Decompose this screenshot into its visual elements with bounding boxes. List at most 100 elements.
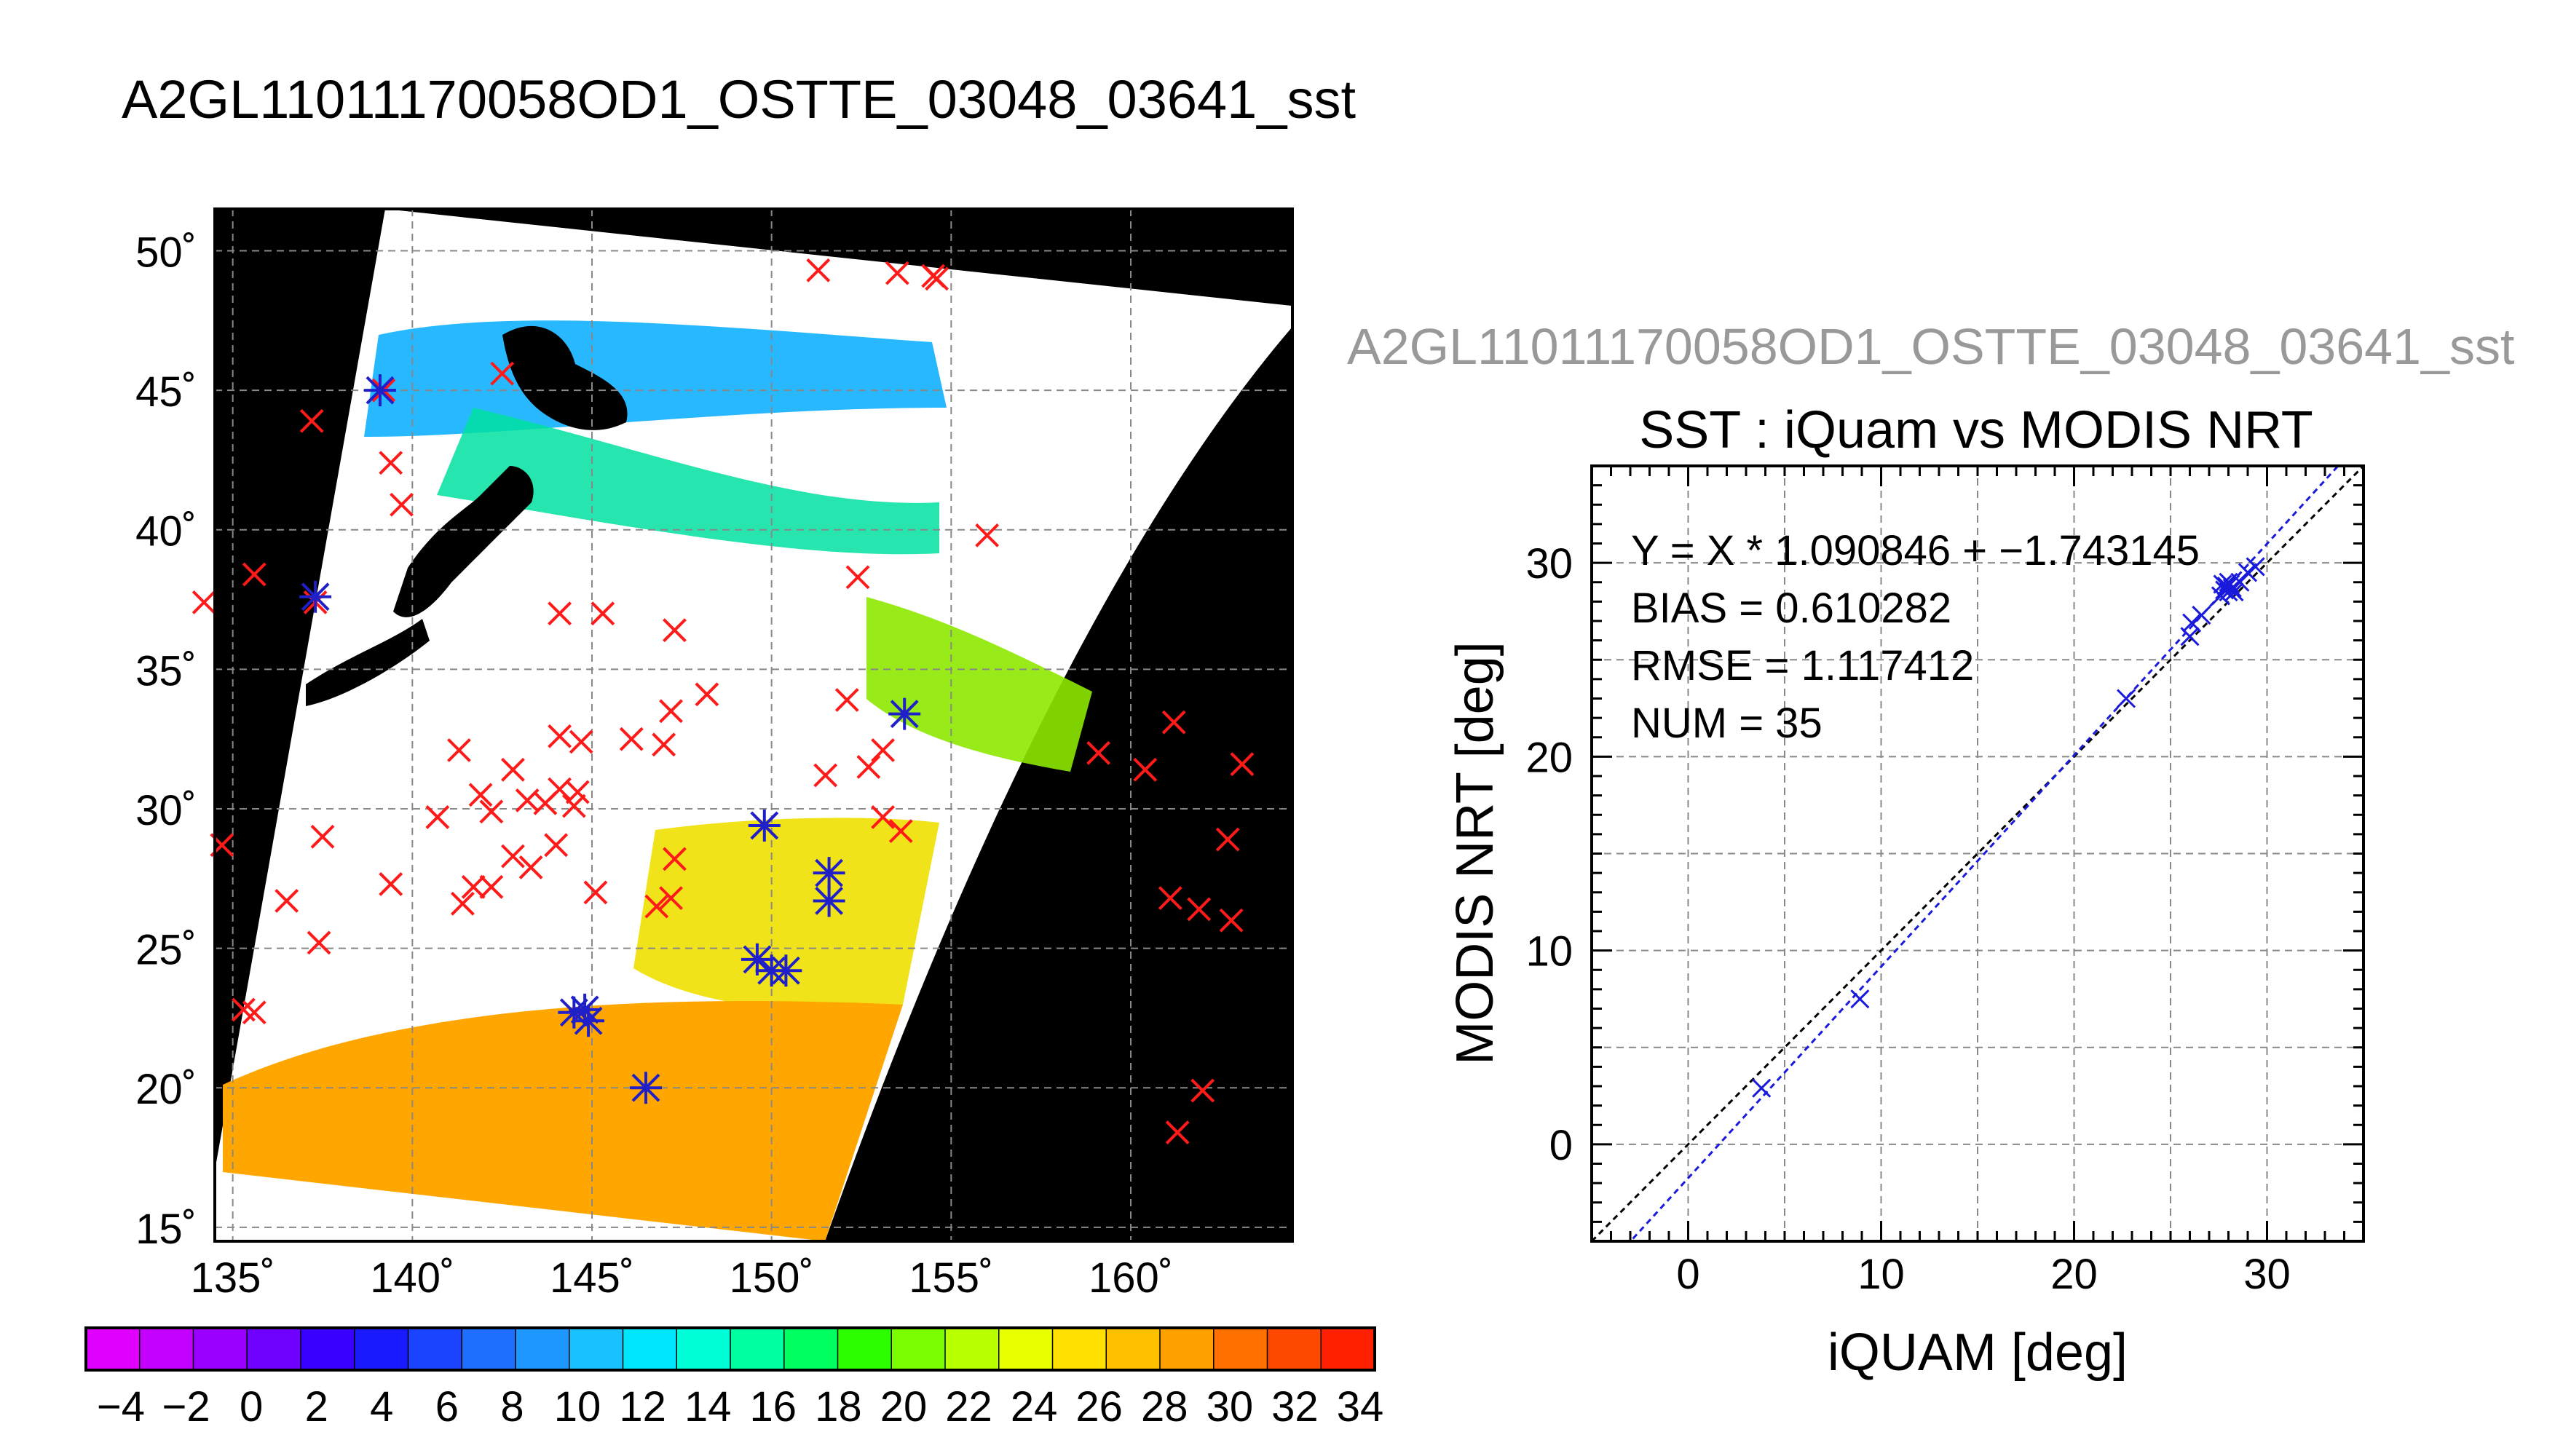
match-marker-red (479, 799, 504, 824)
colorbar-cell (569, 1327, 624, 1371)
x-tick-label: 10 (1857, 1251, 1905, 1298)
match-marker-red (583, 880, 608, 905)
num-stat: NUM = 35 (1631, 700, 1823, 747)
match-marker-blue (888, 697, 921, 730)
match-marker-blue (569, 993, 601, 1026)
colorbar-cell (407, 1327, 463, 1371)
scatter-panel-title: A2GL11011170058OD1_OSTTE_03048_03641_sst (1347, 318, 2514, 375)
colorbar-label: 32 (1271, 1383, 1319, 1431)
sst-band-tropical (223, 1000, 903, 1241)
colorbar-label: −2 (162, 1383, 210, 1431)
map-frame (213, 207, 1294, 1243)
y-tick-label: 10 (1525, 928, 1573, 976)
latitude-label: 50˚ (135, 229, 197, 276)
x-axis-label: iQUAM [deg] (1828, 1324, 2128, 1382)
colorbar-cell (461, 1327, 517, 1371)
match-marker-red (1190, 1078, 1215, 1103)
match-marker-red (447, 738, 471, 762)
scatter-point (2246, 557, 2265, 577)
colorbar-cell (891, 1327, 947, 1371)
latitude-label: 35˚ (135, 647, 197, 695)
match-marker-red (1086, 740, 1111, 765)
y-tick-label: 30 (1525, 540, 1573, 587)
colorbar-cell (515, 1327, 570, 1371)
match-marker-red (871, 805, 896, 829)
colorbar-cell (1159, 1327, 1215, 1371)
match-marker-red (806, 258, 831, 282)
colorbar-label: 16 (750, 1383, 797, 1431)
x-tick-label: 0 (1676, 1251, 1699, 1298)
match-marker-red (1133, 757, 1158, 782)
main-title: A2GL11011170058OD1_OSTTE_03048_03641_sst (122, 69, 1356, 130)
match-marker-red (888, 819, 913, 844)
colorbar-label: 20 (880, 1383, 928, 1431)
y-tick-label: 20 (1525, 734, 1573, 781)
colorbar-label: 34 (1337, 1383, 1384, 1431)
x-tick-label: 20 (2050, 1251, 2098, 1298)
colorbar-label: 8 (500, 1383, 524, 1431)
match-marker-red (565, 780, 590, 804)
match-marker-red (479, 874, 504, 899)
colorbar-cell (944, 1327, 1000, 1371)
match-marker-red (533, 791, 558, 815)
match-marker-red (663, 618, 687, 643)
match-marker-red (663, 847, 687, 871)
land-masses (306, 325, 628, 706)
colorbar-label: 0 (240, 1383, 263, 1431)
scatter-chart-title: SST : iQuam vs MODIS NRT (1639, 401, 2313, 459)
y-axis-label: MODIS NRT [deg] (1446, 641, 1504, 1065)
match-marker-red (468, 783, 493, 807)
sst-map: 50˚ 45˚ 40˚ 35˚ 30˚ 25˚ 20˚ 15˚ 135˚ 140˚ 145˚ 150… (135, 207, 1294, 1302)
match-marker-red (425, 805, 450, 829)
colorbar-label: 22 (945, 1383, 992, 1431)
colorbar-label: 30 (1207, 1383, 1254, 1431)
colorbar-labels: −4 −2 0 2 4 6 8 10 12 14 16 18 20 22 24 26 28 30 32 34 (97, 1383, 1383, 1431)
match-marker-blue (770, 954, 802, 987)
match-marker-red (390, 492, 414, 517)
colorbar: −4 −2 0 2 4 6 8 10 12 14 16 18 20 22 24 26 28 30 32 34 (84, 1326, 1383, 1431)
y-tick-label: 0 (1549, 1122, 1573, 1169)
x-tick-labels: 0 10 20 30 (1676, 1251, 2290, 1298)
colorbar-cell (192, 1327, 248, 1371)
match-marker-red (695, 682, 719, 707)
latitude-labels: 50˚ 45˚ 40˚ 35˚ 30˚ 25˚ 20˚ 15˚ (135, 229, 197, 1252)
match-marker-red (1187, 897, 1212, 922)
longitude-label: 140˚ (370, 1254, 454, 1302)
colorbar-cell (354, 1327, 409, 1371)
longitude-labels: 135˚ 140˚ 145˚ 150˚ 155˚ 160˚ (191, 1254, 1173, 1302)
match-marker-red (242, 1000, 266, 1025)
match-marker-red (379, 872, 403, 896)
bias-stat: BIAS = 0.610282 (1631, 585, 1951, 632)
colorbar-cell (1320, 1327, 1376, 1371)
colorbar-label: 2 (305, 1383, 328, 1431)
colorbar-label: 26 (1075, 1383, 1123, 1431)
map-markers (191, 258, 1255, 1144)
match-marker-red (659, 699, 683, 724)
match-marker-blue (813, 885, 845, 917)
match-marker-red (307, 930, 331, 955)
match-marker-red (1215, 827, 1240, 852)
match-marker-blue (813, 857, 845, 890)
longitude-label: 135˚ (191, 1254, 275, 1302)
scatter-ticks (1590, 464, 2365, 1243)
land-kyushu (306, 619, 430, 706)
colorbar-cell (1213, 1327, 1268, 1371)
match-marker-red (644, 894, 669, 919)
colorbar-label: 28 (1141, 1383, 1188, 1431)
scatter-point (2182, 613, 2202, 633)
match-marker-red (834, 688, 859, 712)
match-marker-red (518, 855, 543, 879)
match-marker-red (569, 729, 593, 754)
scatter-gridlines (1592, 466, 2364, 1241)
match-marker-red (591, 601, 615, 626)
sst-band-subtropical (866, 597, 1092, 772)
latitude-label: 25˚ (135, 927, 197, 974)
match-marker-red (1219, 908, 1244, 933)
match-marker-red (501, 757, 525, 782)
longitude-label: 160˚ (1089, 1254, 1173, 1302)
colorbar-cell (730, 1327, 785, 1371)
land-hokkaido (502, 325, 628, 430)
match-marker-red (299, 408, 324, 433)
match-marker-red (845, 565, 870, 590)
